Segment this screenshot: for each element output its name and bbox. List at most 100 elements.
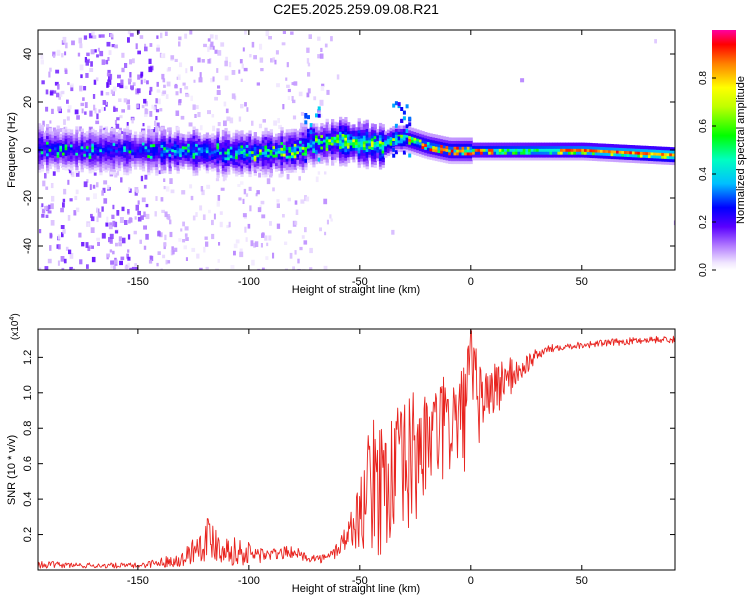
spectrogram-noise-cell [96, 216, 99, 223]
spectrogram-ridge-cell [394, 128, 399, 132]
spectrogram-ridge-cell [128, 170, 132, 174]
spectrogram-ridge-cell [653, 154, 657, 159]
spectrogram-ridge-cell [141, 167, 146, 172]
spectrogram-noise-cell [307, 62, 311, 67]
spectrogram-ridge-cell [413, 137, 417, 141]
spectrogram-ridge-cell [227, 168, 231, 172]
spectrogram-ridge-cell [227, 142, 231, 146]
spectrogram-noise-cell [119, 127, 122, 132]
spectrogram-ridge-cell [341, 153, 345, 157]
spectrogram-ridge-cell [43, 161, 47, 165]
spectrogram-noise-cell [228, 221, 231, 228]
spectrogram-ridge-cell [578, 157, 582, 161]
spectrogram-ridge-cell [368, 142, 372, 147]
spectrogram-ridge-cell [549, 148, 553, 152]
spectrogram-ridge-cell [280, 153, 284, 157]
spectrogram-ridge-cell [381, 158, 385, 163]
spectrogram-ridge-cell [291, 169, 295, 173]
spectrogram-ridge-cell [666, 146, 670, 151]
spectrogram-noise-cell [320, 47, 323, 52]
spectrogram-ridge-cell [418, 130, 423, 134]
spectrogram-ridge-cell [99, 168, 103, 173]
spectrogram-ridge-cell [96, 160, 100, 165]
spectrogram-ridge-cell [293, 131, 297, 136]
spectrogram-ridge-cell [56, 148, 60, 153]
spectrogram-ridge-cell [493, 157, 497, 161]
spectrogram-ridge-cell [240, 164, 244, 169]
spectrogram-noise-cell [132, 58, 135, 64]
spectrogram-ridge-cell [320, 137, 324, 141]
spectrogram-ridge-cell [381, 150, 385, 154]
spectrogram-ridge-cell [493, 148, 497, 152]
spectrogram-ridge-cell [325, 136, 329, 140]
spectrogram-ridge-cell [352, 138, 356, 143]
spectrogram-ridge-cell [213, 161, 218, 165]
spectrogram-ridge-cell [232, 141, 236, 145]
spectrogram-ridge-cell [144, 137, 148, 141]
spectrogram-noise-cell [47, 210, 52, 214]
spectrogram-noise-cell [169, 178, 173, 184]
spectrogram-ridge-cell [259, 157, 263, 161]
spectrogram-ridge-cell [410, 150, 415, 155]
spectrogram-noise-cell [85, 242, 89, 248]
spectrogram-ridge-cell [389, 127, 393, 132]
spectrogram-ridge-cell [96, 152, 100, 156]
spectrogram-ridge-cell [115, 146, 119, 150]
spectrogram-ridge-cell [160, 138, 164, 143]
spectrogram-ridge-cell [272, 145, 276, 149]
spectrogram-ridge-cell [349, 130, 353, 134]
spectrogram-ridge-cell [424, 146, 428, 150]
spectrogram-ridge-cell [525, 157, 529, 161]
spectrogram-ridge-cell [458, 143, 463, 147]
spectrogram-ridge-cell [466, 143, 471, 147]
spectrogram-ridge-cell [605, 146, 609, 151]
spectrogram-noise-cell [112, 204, 115, 210]
spectrogram-ridge-cell [173, 140, 178, 145]
spectrogram-ridge-cell [93, 156, 98, 160]
spectrogram-ridge-cell [120, 149, 124, 154]
spectrogram-ridge-cell [149, 149, 154, 153]
spectrogram-ridge-cell [176, 138, 180, 142]
spectrogram-ridge-cell [544, 154, 548, 158]
spectrogram-noise-cell [170, 189, 175, 194]
spectrogram-noise-cell [299, 246, 303, 251]
spectrogram-ridge-cell [341, 130, 345, 134]
spectrogram-ridge-cell [67, 134, 71, 138]
spectrogram-ridge-cell [354, 156, 359, 160]
spectrogram-ridge-cell [245, 153, 249, 157]
spectrogram-ridge-cell [195, 151, 199, 156]
spectrogram-ridge-cell [621, 156, 625, 160]
spectrogram-ridge-cell [269, 132, 273, 136]
spectrogram-ridge-cell [248, 164, 252, 169]
spectrogram-ridge-cell [291, 134, 295, 138]
spectrogram-noise-cell [119, 131, 124, 135]
spectrogram-ridge-cell [181, 165, 186, 170]
spectrogram-ridge-cell [59, 142, 63, 146]
spectrogram-noise-cell [220, 170, 223, 174]
spectrogram-noise-cell [143, 184, 147, 189]
spectrogram-ridge-cell [123, 160, 127, 164]
spectrogram-ridge-cell [115, 134, 119, 139]
spectrogram-ridge-cell [101, 147, 106, 151]
spectrogram-ridge-cell [184, 146, 188, 150]
spectrogram-ridge-cell [538, 148, 542, 152]
spectrogram-ridge-cell [360, 126, 364, 130]
spectrogram-ridge-cell [482, 154, 487, 158]
spectrogram-noise-cell [113, 106, 116, 112]
spectrogram-noise-cell [220, 42, 225, 47]
spectrogram-ridge-cell [216, 136, 220, 141]
spectrogram-ridge-cell [269, 160, 273, 165]
spectrogram-ridge-cell [285, 129, 289, 133]
spectrogram-ridge-cell [157, 137, 162, 142]
spectrogram-ridge-cell [160, 153, 164, 157]
spectrogram-ridge-cell [48, 154, 52, 158]
spectrogram-ridge-cell [331, 162, 335, 166]
spectrogram-ridge-cell [205, 138, 210, 142]
spectrogram-noise-cell [244, 30, 247, 35]
spectrogram-ridge-cell [208, 140, 212, 144]
spectrogram-ridge-cell [301, 163, 305, 168]
spectrogram-ridge-cell [339, 142, 343, 147]
spectrogram-noise-cell [66, 99, 69, 104]
spectrogram-ridge-cell [203, 140, 207, 144]
snr-panel: -150 -100 -50 0 50 0.20.40.60.81.01.2 Height… [6, 313, 676, 595]
